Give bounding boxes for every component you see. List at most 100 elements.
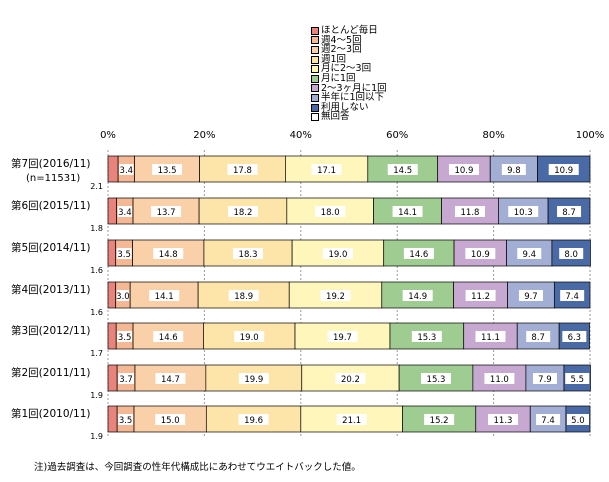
legend-swatch: [311, 55, 319, 64]
data-label-box: [320, 290, 351, 301]
data-label: 3.5: [119, 416, 133, 426]
category-label: 第1回(2010/11): [11, 407, 91, 420]
data-label: 9.7: [524, 292, 538, 302]
data-label: 11.2: [471, 292, 490, 302]
legend-item: 週4～5回: [311, 34, 461, 46]
bar-segment: [107, 364, 118, 392]
data-label-box: [119, 164, 134, 175]
data-label-box: [152, 164, 183, 175]
category-label: 第4回(2013/11): [11, 283, 91, 296]
data-label-box: [117, 206, 133, 217]
data-label: 7.4: [565, 292, 579, 302]
data-label-box: [336, 414, 367, 425]
data-label-box: [117, 331, 133, 342]
data-label: 14.5: [393, 166, 412, 176]
data-label-box: [322, 248, 353, 259]
legend-label: 無回答: [321, 111, 350, 123]
data-label-box: [484, 373, 515, 384]
legend-label: 利用しない: [321, 101, 369, 113]
data-label-box: [465, 290, 496, 301]
legend-item: ほとんど毎日: [311, 26, 461, 36]
data-label: 14.6: [409, 250, 428, 260]
data-label-box: [311, 164, 342, 175]
data-label-box: [557, 206, 582, 217]
data-label-box: [315, 206, 346, 217]
legend-swatch: [311, 113, 319, 122]
data-label: 19.2: [326, 292, 345, 302]
data-label: 18.2: [233, 208, 252, 218]
data-label-box: [116, 290, 130, 301]
data-label: 19.0: [240, 333, 259, 343]
data-label: 11.0: [490, 375, 509, 385]
data-label-box: [411, 331, 442, 342]
data-label-box: [118, 414, 134, 425]
data-label: 19.0: [328, 250, 347, 260]
bar-segment: [475, 405, 531, 433]
data-label: 17.1: [317, 166, 336, 176]
data-label: 1.9: [90, 432, 103, 441]
x-tick-label: 100%: [576, 130, 605, 141]
data-label-box: [565, 373, 590, 384]
data-label: 9.8: [507, 166, 521, 176]
data-label: 2.1: [90, 182, 103, 191]
data-label-box: [149, 290, 180, 301]
data-label-box: [526, 331, 551, 342]
legend-item: 半年に1回以下: [311, 93, 461, 103]
data-label: 5.5: [570, 375, 584, 385]
data-label: 11.3: [494, 416, 513, 426]
data-label: 10.9: [554, 166, 573, 176]
data-label-box: [234, 331, 265, 342]
data-label-box: [151, 206, 182, 217]
data-label: 1.7: [90, 349, 103, 358]
legend-label: ほとんど毎日: [321, 25, 378, 36]
legend-item: 月に2～3回: [311, 64, 461, 74]
bar-segment: [107, 155, 119, 183]
legend-swatch: [311, 65, 319, 74]
data-label: 3.5: [117, 250, 131, 260]
legend-item: 週2～3回: [311, 45, 461, 55]
category-label: 第5回(2014/11): [11, 241, 91, 254]
sample-size-label: (n=11531): [26, 173, 80, 184]
legend-swatch: [311, 74, 319, 83]
data-label: 9.4: [523, 250, 537, 260]
data-label-box: [227, 206, 258, 217]
bar-segment: [107, 197, 118, 225]
legend-swatch: [311, 45, 319, 54]
data-label-box: [155, 373, 186, 384]
data-label-box: [402, 290, 433, 301]
category-label: 第7回(2016/11): [11, 157, 91, 170]
data-label: 21.1: [342, 416, 361, 426]
data-label-box: [562, 331, 587, 342]
legend-item: 週1回: [311, 55, 461, 65]
legend-label: 月に1回: [321, 72, 356, 84]
data-label-box: [153, 331, 184, 342]
data-label: 14.6: [159, 333, 178, 343]
data-label: 10.9: [471, 250, 490, 260]
data-label: 13.5: [158, 166, 177, 176]
data-label: 3.5: [118, 333, 132, 343]
data-label-box: [454, 206, 485, 217]
data-label-box: [536, 414, 561, 425]
legend-label: 週4～5回: [321, 34, 362, 46]
data-label: 8.7: [562, 208, 576, 218]
data-label: 15.0: [161, 416, 180, 426]
data-label-box: [532, 373, 557, 384]
data-label-box: [518, 290, 543, 301]
legend-swatch: [311, 84, 319, 93]
bar-segment: [301, 364, 400, 392]
data-label-box: [335, 373, 366, 384]
data-label-box: [227, 164, 258, 175]
data-label: 18.0: [321, 208, 340, 218]
data-label: 18.9: [234, 292, 253, 302]
data-label-box: [475, 331, 506, 342]
data-label: 14.7: [161, 375, 180, 385]
data-label-box: [548, 164, 579, 175]
data-label: 3.7: [119, 375, 133, 385]
bar-segment: [107, 405, 118, 433]
data-label: 17.8: [233, 166, 252, 176]
data-label-box: [238, 373, 269, 384]
data-label: 14.1: [155, 292, 174, 302]
data-label: 6.3: [568, 333, 582, 343]
data-label-box: [238, 414, 269, 425]
data-label-box: [155, 414, 186, 425]
